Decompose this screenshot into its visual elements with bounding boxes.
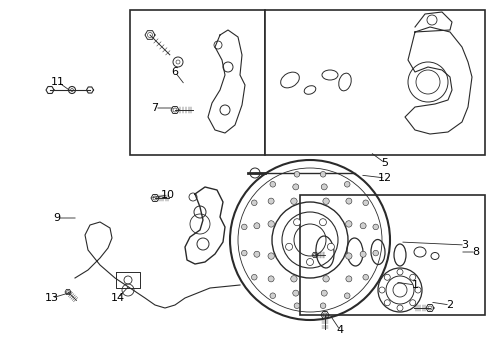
Circle shape bbox=[294, 219, 300, 226]
Bar bbox=[300, 195, 485, 315]
Circle shape bbox=[344, 181, 350, 187]
Text: 13: 13 bbox=[45, 293, 59, 303]
Text: 4: 4 bbox=[337, 325, 343, 335]
Circle shape bbox=[320, 303, 326, 309]
Circle shape bbox=[293, 184, 299, 190]
Circle shape bbox=[270, 181, 275, 187]
Circle shape bbox=[293, 290, 299, 296]
Circle shape bbox=[323, 198, 329, 204]
Circle shape bbox=[345, 221, 352, 227]
Circle shape bbox=[327, 243, 334, 250]
Circle shape bbox=[320, 171, 326, 177]
Circle shape bbox=[344, 293, 350, 298]
Circle shape bbox=[254, 251, 260, 257]
Text: 12: 12 bbox=[378, 173, 392, 183]
Text: 6: 6 bbox=[172, 67, 178, 77]
Circle shape bbox=[242, 224, 247, 230]
Bar bbox=[265, 10, 485, 155]
Circle shape bbox=[268, 221, 274, 227]
Circle shape bbox=[345, 253, 352, 259]
Circle shape bbox=[254, 223, 260, 229]
Circle shape bbox=[346, 276, 352, 282]
Text: 14: 14 bbox=[111, 293, 125, 303]
Circle shape bbox=[307, 258, 314, 266]
Circle shape bbox=[251, 274, 257, 280]
Circle shape bbox=[363, 200, 368, 206]
Text: 8: 8 bbox=[472, 247, 480, 257]
Circle shape bbox=[319, 219, 326, 226]
Text: 1: 1 bbox=[412, 280, 418, 290]
Text: 3: 3 bbox=[462, 240, 468, 250]
Circle shape bbox=[321, 290, 327, 296]
Text: 5: 5 bbox=[382, 158, 389, 168]
Text: 11: 11 bbox=[51, 77, 65, 87]
Circle shape bbox=[268, 276, 274, 282]
Circle shape bbox=[360, 223, 366, 229]
Circle shape bbox=[373, 224, 378, 230]
Circle shape bbox=[268, 253, 274, 259]
Text: 2: 2 bbox=[446, 300, 454, 310]
Circle shape bbox=[360, 251, 366, 257]
Circle shape bbox=[268, 198, 274, 204]
Circle shape bbox=[270, 293, 275, 298]
Circle shape bbox=[242, 250, 247, 256]
Bar bbox=[130, 10, 265, 155]
Circle shape bbox=[323, 276, 329, 282]
Circle shape bbox=[373, 250, 378, 256]
Circle shape bbox=[363, 274, 368, 280]
Text: 7: 7 bbox=[151, 103, 159, 113]
Circle shape bbox=[291, 276, 297, 282]
Circle shape bbox=[286, 243, 293, 250]
Circle shape bbox=[321, 184, 327, 190]
Circle shape bbox=[346, 198, 352, 204]
Circle shape bbox=[251, 200, 257, 206]
Circle shape bbox=[291, 198, 297, 204]
Circle shape bbox=[294, 303, 300, 309]
Circle shape bbox=[294, 171, 300, 177]
Text: 10: 10 bbox=[161, 190, 175, 200]
Text: 9: 9 bbox=[53, 213, 61, 223]
